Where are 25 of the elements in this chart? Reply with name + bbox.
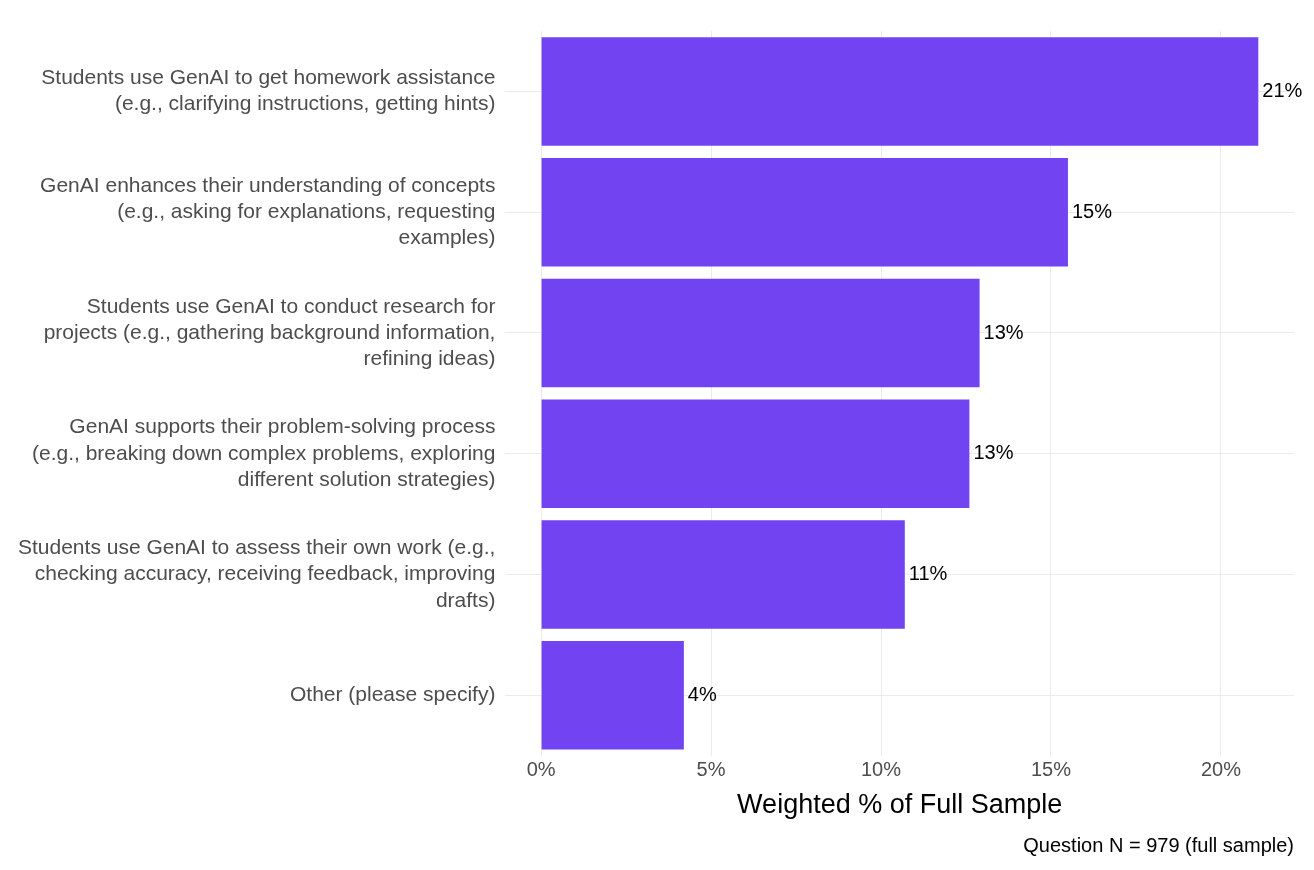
y-tick-label: Students use GenAI to assess their own work (e.g., checking accuracy, receiving feedback, improving drafts)	[18, 535, 496, 611]
y-tick-label: Students use GenAI to conduct research for projects (e.g., gathering background information, refining ideas)	[43, 293, 496, 370]
y-tick-label: Other (please specify)	[289, 682, 496, 706]
data-label: 21%	[1262, 79, 1303, 102]
x-tick-label: 10%	[860, 758, 902, 781]
y-tick-label: Students use GenAI to get homework assistance (e.g., clarifying instructions, getting hints)	[41, 65, 496, 115]
data-label: 4%	[687, 682, 717, 705]
y-tick-label: GenAI enhances their understanding of concepts (e.g., asking for explanations, requesting examples)	[40, 172, 496, 249]
x-tick-label: 20%	[1200, 758, 1242, 781]
bar	[541, 157, 1068, 267]
data-label: 13%	[983, 320, 1024, 343]
x-axis-title: Weighted % of Full Sample	[737, 789, 1063, 820]
data-label: 11%	[908, 562, 948, 584]
x-tick-label: 0%	[526, 758, 556, 781]
y-tick-label: GenAI supports their problem-solving process (e.g., breaking down complex problems, exploring different solution strategies)	[32, 414, 496, 490]
x-tick-label: 5%	[696, 758, 726, 781]
bar	[541, 520, 905, 629]
x-tick-label: 15%	[1030, 758, 1072, 781]
data-label: 15%	[1071, 199, 1113, 222]
bar	[541, 399, 970, 509]
bar	[541, 278, 980, 388]
data-label: 13%	[973, 441, 1014, 464]
bar	[541, 640, 684, 750]
text: Question N = 979 (full sample)	[1023, 833, 1294, 856]
bar	[541, 37, 1259, 146]
